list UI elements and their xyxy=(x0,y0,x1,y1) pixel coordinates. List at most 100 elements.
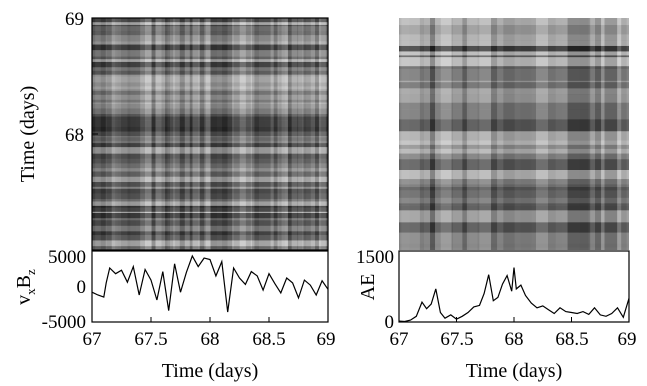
recurrence-row-stripe xyxy=(92,59,328,62)
vxbz-label-b: B xyxy=(13,275,35,288)
left-y-tick-label-5000: 5000 xyxy=(48,247,86,268)
right-x-tick-label-67-5: 67.5 xyxy=(440,329,473,350)
left-recurrence-plot: 69 68 Time (days) xyxy=(17,9,329,251)
left-line-frame xyxy=(91,250,329,323)
recurrence-row-stripe xyxy=(92,158,328,164)
recurrence-row-stripe xyxy=(92,126,328,132)
recurrence-row-stripe xyxy=(399,45,629,52)
recurrence-row-stripe xyxy=(399,210,629,223)
recurrence-row-stripe xyxy=(92,76,328,83)
recurrence-row-stripe xyxy=(399,25,629,35)
recurrence-row-stripe xyxy=(92,82,328,87)
recurrence-row-stripe xyxy=(92,210,328,212)
left-y-axis-label-vxbz: vxBz xyxy=(13,269,38,305)
recurrence-row-stripe xyxy=(92,147,328,154)
recurrence-row-stripe xyxy=(92,246,328,249)
right-line-plot: 1500 0 67 67.5 68 68.5 69 Time (days) AE xyxy=(356,247,637,382)
recurrence-row-stripe xyxy=(399,18,629,26)
recurrence-row-stripe xyxy=(399,187,629,191)
recurrence-row-stripe xyxy=(92,70,328,75)
recurrence-row-stripe xyxy=(92,90,328,95)
recurrence-row-stripe xyxy=(399,119,629,132)
recurrence-row-stripe xyxy=(92,26,328,32)
left-y-tick-label-68: 68 xyxy=(65,125,84,146)
recurrence-row-stripe xyxy=(399,55,629,58)
recurrence-row-stripe xyxy=(92,99,328,103)
recurrence-row-stripe xyxy=(92,198,328,202)
recurrence-row-stripe xyxy=(92,176,328,183)
recurrence-row-stripe xyxy=(92,94,328,100)
recurrence-row-stripe xyxy=(92,61,328,68)
recurrence-row-stripe xyxy=(92,211,328,213)
vxbz-label-z: z xyxy=(23,269,38,275)
recurrence-row-stripe xyxy=(92,74,328,77)
recurrence-row-stripe xyxy=(92,120,328,127)
recurrence-row-stripe xyxy=(399,88,629,95)
recurrence-row-stripe xyxy=(399,102,629,110)
recurrence-row-stripe xyxy=(92,136,328,138)
recurrence-row-stripe xyxy=(92,207,328,211)
recurrence-row-stripe xyxy=(92,86,328,90)
recurrence-row-stripe xyxy=(92,240,328,247)
recurrence-row-stripe xyxy=(92,24,328,27)
right-recurrence-stripes xyxy=(399,18,629,250)
right-y-axis-label: AE xyxy=(357,274,379,301)
recurrence-row-stripe xyxy=(92,103,328,109)
recurrence-row-stripe xyxy=(92,168,328,172)
recurrence-row-stripe xyxy=(92,163,328,169)
recurrence-row-stripe xyxy=(399,184,629,188)
right-x-axis-label: Time (days) xyxy=(466,360,562,382)
recurrence-row-stripe xyxy=(399,197,629,204)
left-x-tick-label-68-5: 68.5 xyxy=(252,329,285,350)
recurrence-row-stripe xyxy=(399,243,629,248)
recurrence-row-stripe xyxy=(92,44,328,46)
recurrence-row-stripe xyxy=(92,35,328,42)
left-x-axis-label: Time (days) xyxy=(162,360,258,382)
recurrence-row-stripe xyxy=(92,188,328,194)
recurrence-row-stripe xyxy=(92,186,328,189)
recurrence-row-stripe xyxy=(92,114,328,117)
recurrence-row-stripe xyxy=(92,108,328,115)
recurrence-row-stripe xyxy=(399,109,629,120)
left-y-tick-label-69: 69 xyxy=(65,9,84,30)
recurrence-row-stripe xyxy=(399,148,629,154)
recurrence-row-stripe xyxy=(399,153,629,160)
recurrence-row-stripe xyxy=(92,220,328,226)
right-line-frame xyxy=(398,250,630,323)
recurrence-row-stripe xyxy=(92,116,328,121)
recurrence-row-stripe xyxy=(92,41,328,45)
recurrence-row-stripe xyxy=(399,82,629,89)
recurrence-row-stripe xyxy=(92,235,328,241)
recurrence-row-stripe xyxy=(92,31,328,36)
vxbz-label-x: x xyxy=(23,288,38,295)
recurrence-row-stripe xyxy=(92,50,328,57)
recurrence-row-stripe xyxy=(92,56,328,60)
right-x-tick-label-67: 67 xyxy=(390,329,409,350)
right-x-ticks xyxy=(398,317,630,322)
left-x-tick-label-67-5: 67.5 xyxy=(134,329,167,350)
left-x-tick-labels: 67 67.5 68 68.5 69 xyxy=(83,329,336,350)
recurrence-row-stripe xyxy=(92,231,328,236)
left-y-tick-label-neg5000: -5000 xyxy=(42,312,86,333)
left-x-ticks xyxy=(91,317,329,322)
right-y-tick-label-0: 0 xyxy=(385,312,395,333)
recurrence-row-stripe xyxy=(92,193,328,199)
right-y-tick-label-1500: 1500 xyxy=(356,247,394,268)
left-y-tick-label-0: 0 xyxy=(77,277,87,298)
left-y-axis-label: Time (days) xyxy=(17,86,39,182)
left-line-plot: 5000 0 -5000 67 67.5 68 68.5 69 Time (da… xyxy=(13,247,336,382)
recurrence-row-stripe xyxy=(92,212,328,219)
recurrence-row-stripe xyxy=(399,190,629,198)
recurrence-row-stripe xyxy=(92,22,328,25)
recurrence-row-stripe xyxy=(399,205,629,211)
recurrence-row-stripe xyxy=(92,143,328,148)
recurrence-row-stripe xyxy=(399,203,629,206)
recurrence-row-stripe xyxy=(399,51,629,56)
recurrence-row-stripe xyxy=(92,218,328,221)
right-x-tick-label-69: 69 xyxy=(618,329,637,350)
recurrence-row-stripe xyxy=(92,67,328,71)
recurrence-row-stripe xyxy=(92,225,328,232)
recurrence-row-stripe xyxy=(92,89,328,91)
recurrence-row-stripe xyxy=(399,159,629,170)
recurrence-row-stripe xyxy=(92,201,328,206)
